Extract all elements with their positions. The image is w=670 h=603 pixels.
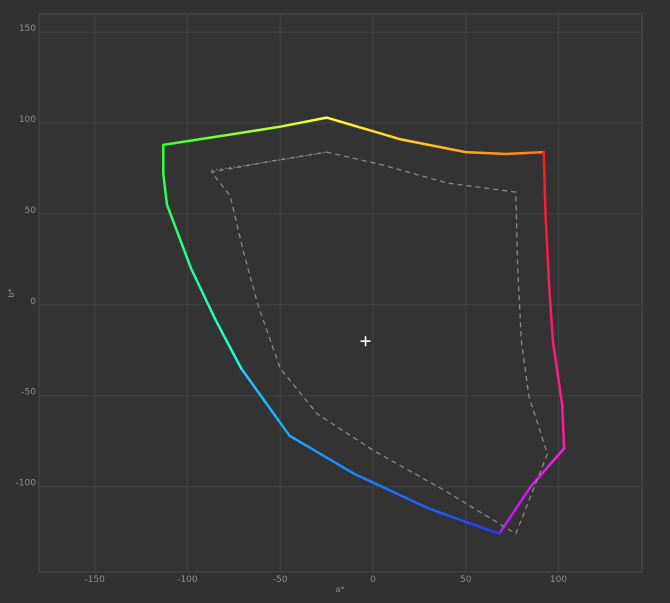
gamut-curve-segment (542, 150, 566, 450)
x-tick-label: 0 (370, 575, 376, 585)
y-tick-label: 150 (19, 24, 36, 34)
gamut-curves (162, 116, 566, 536)
gamut-curve-segment (162, 143, 243, 370)
gamut-curve-segment (239, 367, 501, 536)
gamut-curve-segment (325, 116, 545, 156)
x-axis-label: a* (336, 585, 345, 594)
y-tick-label: 50 (25, 206, 37, 216)
grid (39, 14, 642, 572)
y-tick-label: 0 (30, 297, 36, 307)
y-tick-labels: 150 100 50 0 -50 -100 (16, 24, 37, 488)
reference-gamut-dotted (211, 151, 327, 171)
x-tick-label: -100 (177, 575, 198, 585)
x-tick-labels: -150 -100 -50 0 50 100 (84, 575, 567, 585)
x-tick-label: -50 (273, 575, 288, 585)
x-tick-label: 100 (550, 575, 567, 585)
y-tick-label: -100 (16, 479, 37, 489)
white-point-marker (360, 336, 371, 347)
gamut-curve-segment (497, 447, 566, 536)
y-axis-label: b* (7, 288, 16, 297)
gamut-curve-segment (162, 116, 328, 147)
reference-gamut-dashed (210, 151, 549, 535)
x-tick-label: -150 (84, 575, 105, 585)
y-tick-label: 100 (19, 115, 36, 125)
y-tick-label: -50 (21, 388, 36, 398)
x-tick-label: 50 (460, 575, 472, 585)
